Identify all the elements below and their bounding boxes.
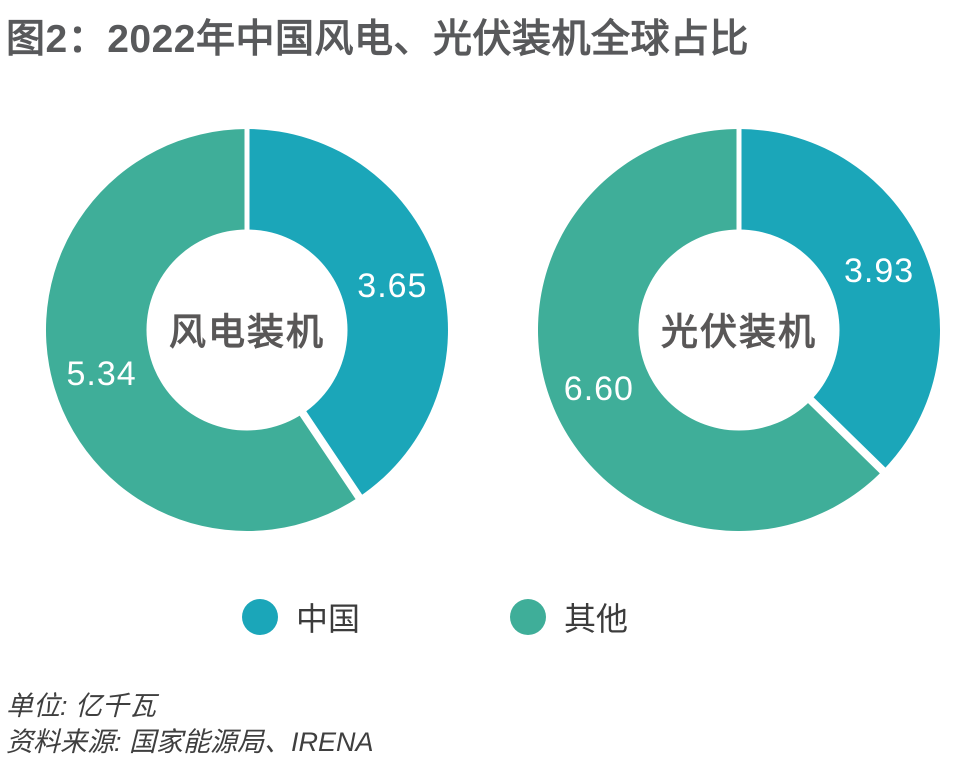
unit-note: 单位: 亿千瓦 — [6, 691, 157, 721]
value-label-wind-others: 5.34 — [67, 355, 137, 393]
donut-chart-solar: 3.93 6.60 光伏装机 — [538, 128, 941, 531]
legend-label-others: 其他 — [564, 601, 629, 637]
figure-title: 图2：2022年中国风电、光伏装机全球占比 — [6, 18, 749, 61]
donut-slices-solar — [538, 128, 941, 531]
source-note: 资料来源: 国家能源局、IRENA — [6, 727, 374, 757]
donut-center-label-wind: 风电装机 — [169, 312, 325, 353]
legend-swatch-china-icon — [242, 599, 278, 635]
legend-item-china: 中国 — [242, 594, 360, 640]
legend-item-others: 其他 — [510, 594, 628, 640]
value-label-solar-others: 6.60 — [564, 370, 634, 408]
legend: 中国 其他 — [242, 594, 628, 640]
legend-label-china: 中国 — [296, 601, 361, 637]
footer-notes: 单位: 亿千瓦 资料来源: 国家能源局、IRENA — [6, 688, 374, 760]
donut-slices-wind — [45, 128, 448, 531]
legend-swatch-others-icon — [510, 599, 547, 635]
value-label-wind-china: 3.65 — [357, 267, 427, 305]
value-label-solar-china: 3.93 — [844, 252, 914, 290]
donut-center-label-solar: 光伏装机 — [661, 312, 817, 353]
donut-chart-wind: 3.65 5.34 风电装机 — [45, 128, 448, 531]
